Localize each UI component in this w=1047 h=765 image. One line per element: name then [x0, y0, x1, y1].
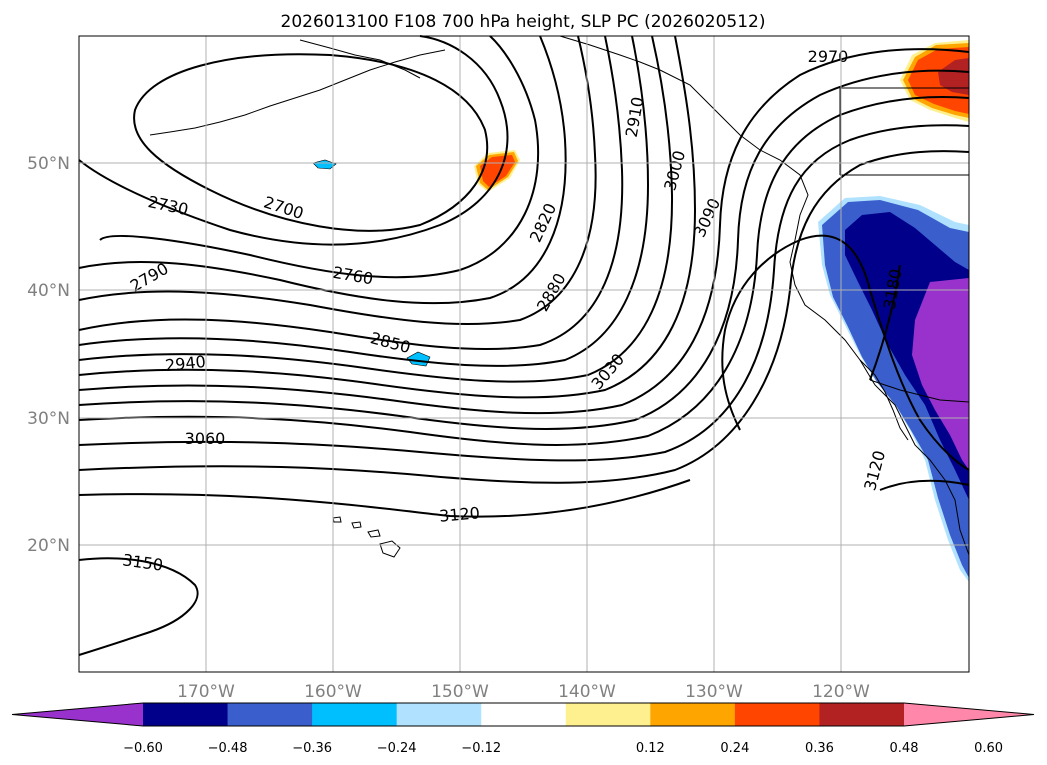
- colorbar-tick-label: −0.36: [292, 741, 332, 756]
- map-gridlines: [79, 36, 969, 672]
- colorbar-segment: [481, 703, 567, 726]
- lon-tick-170w: 170°W: [177, 682, 235, 702]
- colorbar-segment: [227, 703, 313, 726]
- contour-2820: [78, 35, 597, 326]
- colorbar-segment: [143, 703, 229, 726]
- colorbar-tick-label: −0.12: [461, 741, 501, 756]
- colorbar-tick-label: 0.12: [636, 741, 665, 756]
- lon-tick-labels: 170°W 160°W 150°W 140°W 130°W 120°W: [177, 682, 870, 702]
- coastline-alaska-peninsula: [299, 39, 421, 79]
- island-oahu: [351, 521, 362, 529]
- contour-2850: [78, 35, 624, 351]
- colorbar-segment: [734, 703, 820, 726]
- contour-label-3060: 3060: [185, 429, 226, 448]
- lat-tick-30n: 30°N: [27, 409, 70, 429]
- contour-2940: [78, 35, 697, 399]
- colorbar-tick-label: −0.24: [377, 741, 417, 756]
- coastlines: [149, 35, 970, 558]
- colorbar-segment: [819, 703, 905, 726]
- colorbar-tick-label: 0.24: [720, 741, 749, 756]
- lon-tick-150w: 150°W: [431, 682, 489, 702]
- contour-3120-c: [879, 479, 970, 491]
- colorbar: [11, 702, 1035, 727]
- contour-label-2940: 2940: [164, 352, 206, 375]
- colorbar-segment: [565, 703, 651, 726]
- contour-2910: [78, 35, 674, 383]
- colorbar-tick-label: −0.48: [208, 741, 248, 756]
- contour-3030: [78, 96, 970, 446]
- colorbar-tick-label: −0.60: [123, 741, 163, 756]
- lat-tick-40n: 40°N: [27, 281, 70, 301]
- lon-tick-140w: 140°W: [558, 682, 616, 702]
- contour-label-2970: 2970: [808, 47, 849, 66]
- island-hawaii: [379, 540, 401, 558]
- border-us-mexico: [869, 379, 970, 403]
- contour-3000: [78, 69, 970, 430]
- lon-tick-120w: 120°W: [812, 682, 870, 702]
- coastline-north-america: [559, 35, 970, 556]
- contour-3060: [78, 124, 970, 462]
- map-title: 2026013100 F108 700 hPa height, SLP PC (…: [281, 12, 766, 32]
- island-maui: [367, 529, 381, 538]
- map-frame-background: [79, 36, 969, 672]
- lat-tick-labels: 50°N 40°N 30°N 20°N: [27, 154, 70, 556]
- colorbar-segment: [650, 703, 736, 726]
- colorbar-tick-label: 0.48: [890, 741, 919, 756]
- colorbar-labels: −0.60 −0.48 −0.36 −0.24 −0.12 0.12 0.24 0.36 0.4…: [123, 741, 1003, 756]
- lon-tick-130w: 130°W: [685, 682, 743, 702]
- coastline-aleutians: [149, 49, 446, 136]
- contour-2880: [78, 35, 650, 367]
- shading-pos-048-2: [938, 58, 969, 95]
- colorbar-extension-high: [904, 703, 1034, 726]
- contour-3180: [869, 264, 901, 381]
- contour-3150: [78, 557, 199, 656]
- contour-2970: [78, 48, 970, 415]
- colorbar-segment: [396, 703, 482, 726]
- colorbar-extension-low: [12, 703, 143, 726]
- colorbar-segment: [312, 703, 398, 726]
- contour-3120-a: [78, 479, 691, 518]
- contour-2730: [78, 35, 509, 246]
- island-kauai: [332, 516, 342, 523]
- lat-tick-20n: 20°N: [27, 536, 70, 556]
- lon-tick-160w: 160°W: [304, 682, 362, 702]
- shading-neg-060: [912, 278, 969, 470]
- colorbar-tick-label: 0.60: [974, 741, 1003, 756]
- map-border: [78, 35, 970, 673]
- contour-3090: [78, 150, 970, 484]
- contour-3120-b: [721, 234, 970, 471]
- contour-2760: [99, 35, 540, 279]
- colorbar-outline: [11, 702, 1035, 727]
- contour-2700: [133, 53, 489, 232]
- colorbar-tick-label: 0.36: [805, 741, 834, 756]
- border-canada-north: [839, 87, 969, 175]
- lat-tick-50n: 50°N: [27, 154, 70, 174]
